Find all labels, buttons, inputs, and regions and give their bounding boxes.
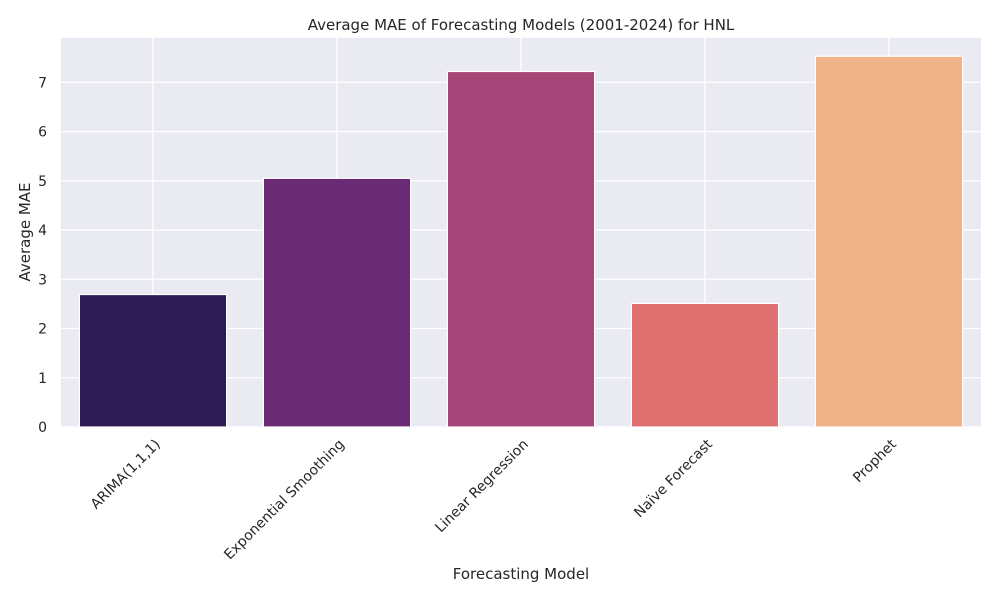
bar-4 — [814, 55, 964, 428]
x-tick-label: ARIMA(1,1,1) — [88, 437, 164, 513]
y-axis-title: Average MAE — [16, 182, 34, 281]
x-tick-label: Linear Regression — [432, 437, 531, 536]
y-tick-label: 5 — [38, 174, 47, 190]
y-tick-label: 1 — [38, 371, 47, 387]
chart-title: Average MAE of Forecasting Models (2001-… — [308, 16, 735, 34]
y-tick-label: 7 — [38, 75, 47, 91]
y-tick-label: 0 — [38, 420, 47, 436]
bar-1 — [262, 177, 412, 428]
y-tick-label: 6 — [38, 125, 47, 141]
x-tick-label: Exponential Smoothing — [221, 437, 348, 564]
y-tick-labels: 0 1 2 3 4 5 6 7 — [38, 75, 47, 436]
bar-0 — [78, 293, 228, 428]
bar-2 — [446, 70, 596, 428]
y-tick-label: 2 — [38, 322, 47, 338]
x-tick-label: Naïve Forecast — [631, 436, 716, 521]
x-tick-label: Prophet — [850, 436, 900, 486]
bar-3 — [630, 302, 780, 428]
x-axis-title: Forecasting Model — [453, 565, 589, 583]
y-tick-label: 4 — [38, 223, 47, 239]
bars — [78, 55, 964, 428]
y-tick-label: 3 — [38, 272, 47, 288]
x-tick-labels: ARIMA(1,1,1) Exponential Smoothing Linear … — [88, 436, 900, 563]
